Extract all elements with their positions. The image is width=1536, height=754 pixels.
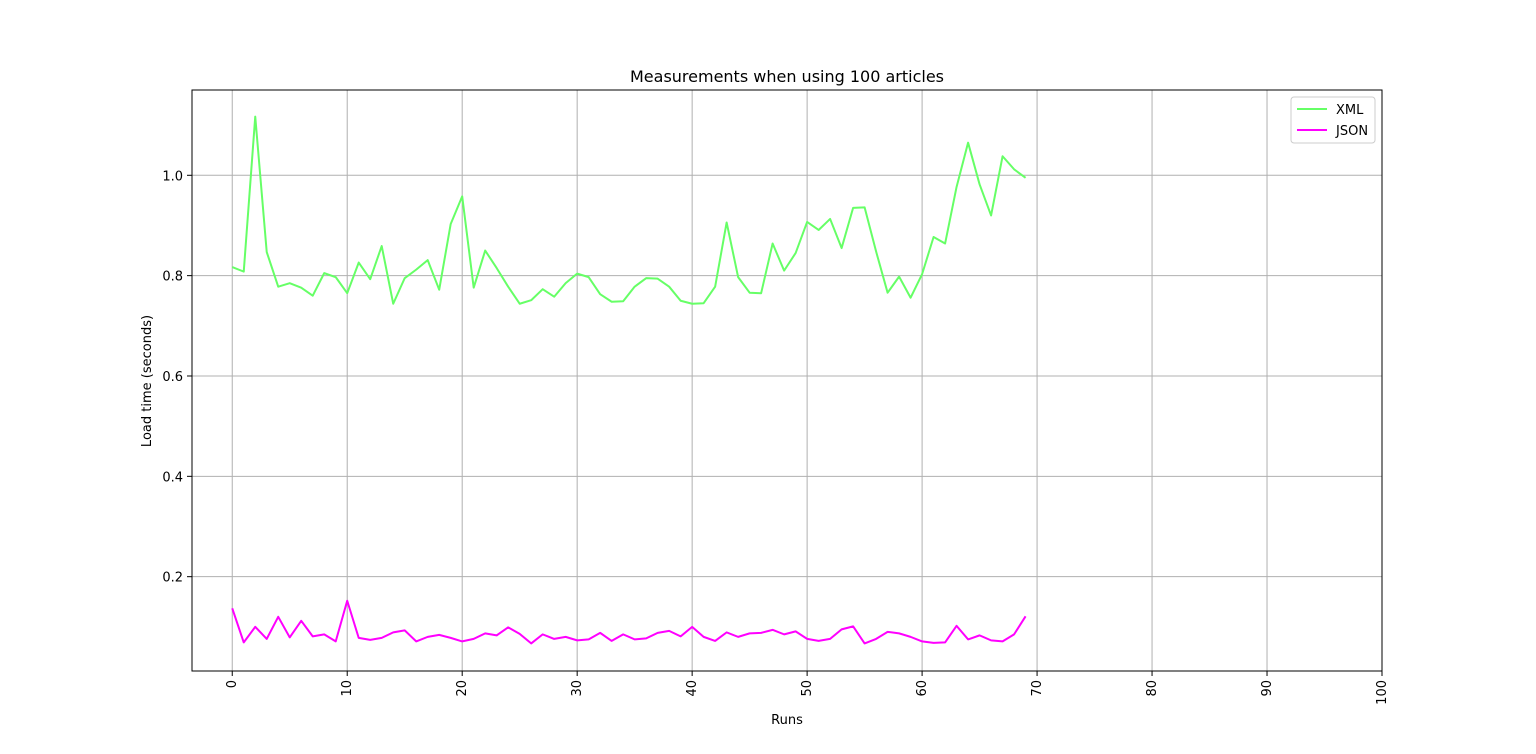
- x-tick-label: 40: [685, 680, 700, 697]
- plot-frame: [191, 89, 1383, 672]
- chart-title: Measurements when using 100 articles: [630, 67, 944, 86]
- series-line-json: [231, 599, 1027, 645]
- legend-label-xml: XML: [1336, 103, 1364, 118]
- x-tick-label: 70: [1030, 680, 1045, 697]
- x-tick-label: 50: [800, 680, 815, 697]
- y-tick-label: 0.4: [162, 470, 183, 485]
- x-tick-label: 30: [570, 680, 585, 697]
- x-tick-label: 90: [1260, 680, 1275, 697]
- series-lines: [231, 115, 1027, 645]
- y-tick-label: 0.8: [162, 270, 183, 285]
- legend: XML JSON: [1290, 96, 1376, 144]
- x-axis-title: Runs: [771, 713, 803, 728]
- y-tick-label: 0.6: [162, 370, 183, 385]
- series-line-xml: [231, 115, 1027, 305]
- x-tick-label: 20: [455, 680, 470, 697]
- x-tick-label: 10: [340, 680, 355, 697]
- y-tick-label: 0.2: [162, 571, 183, 586]
- y-tick-label: 1.0: [162, 169, 183, 184]
- x-tick-label: 80: [1145, 680, 1160, 697]
- axis-ticks: 0 10 20 30 40 50 60 70 80 90 100 0.2 0.4 0.6 0.8 1.0: [162, 169, 1390, 705]
- x-tick-label: 0: [225, 680, 240, 688]
- x-tick-label: 60: [915, 680, 930, 697]
- legend-label-json: JSON: [1335, 124, 1368, 139]
- x-tick-label: 100: [1375, 680, 1390, 705]
- y-axis-title: Load time (seconds): [140, 315, 155, 447]
